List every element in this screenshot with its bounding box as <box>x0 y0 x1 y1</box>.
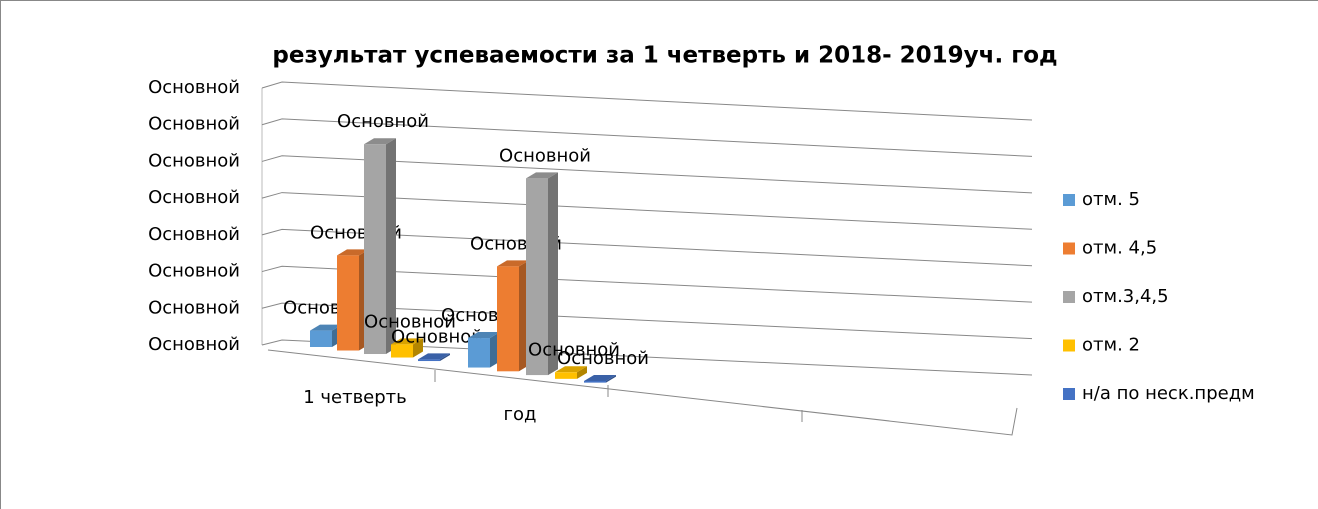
y-tick-label: Основной <box>148 334 240 355</box>
bar-top <box>468 332 500 339</box>
bar-top <box>337 249 369 256</box>
legend-swatch <box>1063 388 1075 400</box>
legend-label: отм. 4,5 <box>1082 238 1157 259</box>
bar-top <box>391 338 423 345</box>
legend-label: отм. 2 <box>1082 335 1140 356</box>
x-tick-label: 1 четверть <box>303 387 407 408</box>
data-label: Основной <box>391 326 483 347</box>
y-tick-label: Основной <box>148 187 240 208</box>
grid-line <box>261 265 1033 303</box>
bar-top <box>526 172 558 179</box>
legend-label: н/а по неск.предм <box>1082 383 1255 404</box>
bar <box>337 255 359 351</box>
grid-line <box>261 118 1033 157</box>
grid-line <box>261 339 1033 376</box>
bar <box>468 338 490 368</box>
legend-swatch <box>1063 194 1075 206</box>
x-tick-label: год <box>504 404 537 425</box>
bar-side <box>386 138 396 355</box>
y-tick-label: Основной <box>148 77 240 98</box>
floor-edge <box>267 349 1018 436</box>
bar-top <box>418 353 450 360</box>
grid-line <box>261 192 1033 230</box>
grid-line <box>261 228 1033 267</box>
data-label: Основной <box>528 339 620 360</box>
bar-side <box>413 338 423 358</box>
legend-label: отм. 5 <box>1082 189 1140 210</box>
bar <box>418 359 440 362</box>
bar-top <box>364 138 396 145</box>
bar-side <box>548 172 558 376</box>
y-tick-label: Основной <box>148 261 240 282</box>
grid-line <box>261 155 1033 194</box>
bar-side <box>577 366 587 379</box>
bar-side <box>440 353 450 362</box>
bar-top <box>310 324 342 331</box>
bar-side <box>606 374 616 383</box>
bar-top <box>584 374 616 381</box>
legend-swatch <box>1063 339 1075 352</box>
bar-top <box>497 260 529 267</box>
grid-line <box>261 81 1033 121</box>
chart-title: результат успеваемости за 1 четверть и 2… <box>272 43 1057 69</box>
data-label: Основной <box>337 111 429 132</box>
data-label: Основной <box>364 311 456 332</box>
y-tick-label: Основной <box>148 297 240 318</box>
data-label: Основной <box>499 145 591 166</box>
bar <box>584 380 606 383</box>
grid-line <box>261 302 1033 340</box>
y-tick-label: Основной <box>148 114 240 135</box>
bar <box>310 330 332 347</box>
y-tick-label: Основной <box>148 150 240 171</box>
data-label: Основной <box>557 348 649 369</box>
legend-swatch <box>1063 291 1075 303</box>
bar <box>364 144 386 355</box>
bar-top <box>555 366 587 373</box>
bar <box>391 344 413 358</box>
legend-label: отм.3,4,5 <box>1082 286 1169 307</box>
y-tick-label: Основной <box>148 224 240 245</box>
legend-swatch <box>1063 242 1075 255</box>
bar <box>497 266 519 372</box>
bar <box>526 178 548 376</box>
bar <box>555 372 577 379</box>
